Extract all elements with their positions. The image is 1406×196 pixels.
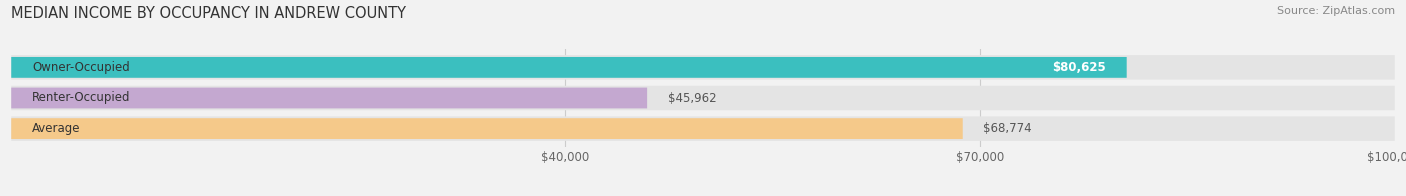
FancyBboxPatch shape	[11, 86, 1395, 110]
FancyBboxPatch shape	[11, 118, 963, 139]
Text: $68,774: $68,774	[983, 122, 1032, 135]
Text: Source: ZipAtlas.com: Source: ZipAtlas.com	[1277, 6, 1395, 16]
FancyBboxPatch shape	[11, 88, 647, 108]
FancyBboxPatch shape	[11, 57, 1126, 78]
Text: Renter-Occupied: Renter-Occupied	[32, 92, 131, 104]
Text: $80,625: $80,625	[1052, 61, 1107, 74]
FancyBboxPatch shape	[11, 116, 1395, 141]
Text: MEDIAN INCOME BY OCCUPANCY IN ANDREW COUNTY: MEDIAN INCOME BY OCCUPANCY IN ANDREW COU…	[11, 6, 406, 21]
FancyBboxPatch shape	[11, 55, 1395, 80]
Text: Average: Average	[32, 122, 80, 135]
Text: $45,962: $45,962	[668, 92, 717, 104]
Text: Owner-Occupied: Owner-Occupied	[32, 61, 129, 74]
